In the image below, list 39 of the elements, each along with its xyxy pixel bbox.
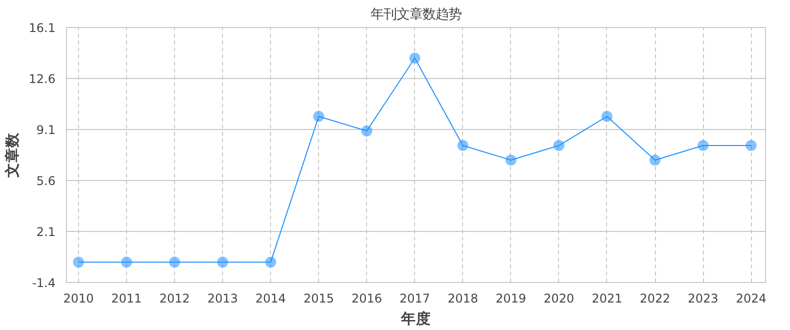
x-tick-label: 2023 (688, 292, 718, 306)
point (505, 154, 516, 166)
point (650, 154, 661, 166)
point (457, 140, 468, 152)
x-tick-label: 2022 (640, 292, 670, 306)
point (121, 256, 132, 268)
point (553, 140, 564, 152)
point (601, 110, 612, 122)
x-tick-label: 2011 (111, 292, 142, 306)
y-axis-title: 文章数 (2, 132, 21, 178)
x-axis-title: 年度 (400, 310, 431, 328)
x-tick-label: 2016 (351, 292, 382, 306)
point (313, 110, 324, 122)
point (73, 256, 84, 268)
x-tick-label: 2013 (207, 292, 238, 306)
x-tick-label: 2017 (400, 292, 430, 306)
y-tick-label: 2.1 (36, 225, 56, 239)
x-tick-label: 2018 (448, 292, 478, 306)
x-tick-label: 2012 (159, 292, 190, 306)
y-tick-label: 9.1 (36, 123, 56, 137)
point (746, 140, 757, 152)
y-tick-label: 16.1 (28, 21, 56, 35)
x-tick-label: 2014 (255, 292, 286, 306)
point (169, 256, 180, 268)
y-tick-label: 12.6 (28, 72, 56, 86)
x-tick-label: 2019 (496, 292, 526, 306)
point (698, 140, 709, 152)
x-tick-label: 2010 (63, 292, 94, 306)
x-tick-label: 2021 (592, 292, 622, 306)
x-tick-label: 2015 (303, 292, 334, 306)
point (361, 125, 372, 136)
point (409, 52, 420, 64)
x-tick-label: 2020 (544, 292, 574, 306)
x-tick-label: 2024 (736, 292, 766, 306)
point (265, 256, 276, 268)
chart-title: 年刊文章数趋势 (370, 8, 462, 22)
point (217, 256, 228, 268)
y-tick-label: -1.4 (32, 276, 56, 290)
y-tick-label: 5.6 (36, 174, 56, 188)
